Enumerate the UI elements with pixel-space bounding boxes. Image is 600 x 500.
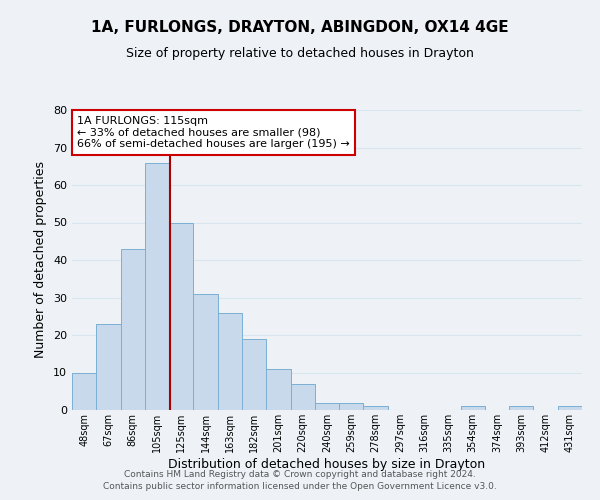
Bar — [218, 312, 242, 410]
X-axis label: Distribution of detached houses by size in Drayton: Distribution of detached houses by size … — [169, 458, 485, 470]
Bar — [290, 384, 315, 410]
Bar — [315, 402, 339, 410]
Bar — [364, 406, 388, 410]
Text: Contains public sector information licensed under the Open Government Licence v3: Contains public sector information licen… — [103, 482, 497, 491]
Text: 1A FURLONGS: 115sqm
← 33% of detached houses are smaller (98)
66% of semi-detach: 1A FURLONGS: 115sqm ← 33% of detached ho… — [77, 116, 350, 149]
Bar — [193, 294, 218, 410]
Bar — [461, 406, 485, 410]
Bar — [509, 406, 533, 410]
Text: Contains HM Land Registry data © Crown copyright and database right 2024.: Contains HM Land Registry data © Crown c… — [124, 470, 476, 479]
Text: 1A, FURLONGS, DRAYTON, ABINGDON, OX14 4GE: 1A, FURLONGS, DRAYTON, ABINGDON, OX14 4G… — [91, 20, 509, 35]
Y-axis label: Number of detached properties: Number of detached properties — [34, 162, 47, 358]
Bar — [266, 369, 290, 410]
Bar — [242, 339, 266, 410]
Bar — [121, 248, 145, 410]
Bar — [96, 324, 121, 410]
Bar — [558, 406, 582, 410]
Bar — [145, 162, 169, 410]
Bar — [169, 222, 193, 410]
Text: Size of property relative to detached houses in Drayton: Size of property relative to detached ho… — [126, 48, 474, 60]
Bar — [339, 402, 364, 410]
Bar — [72, 372, 96, 410]
